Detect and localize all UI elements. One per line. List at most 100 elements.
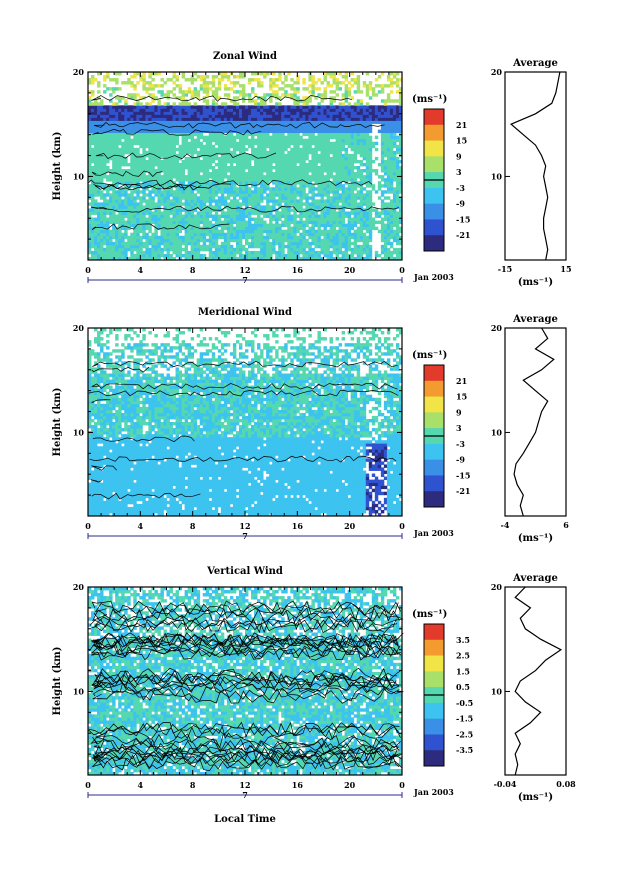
colorbar-swatch (424, 109, 444, 126)
colorbar-swatch (424, 443, 444, 461)
average-line (509, 71, 561, 261)
y-tick-label: 10 (73, 427, 85, 437)
x-tick-label: 20 (344, 521, 356, 531)
average-y-tick-label: 10 (491, 171, 503, 181)
colorbar-swatch (424, 702, 444, 720)
colorbar-tick-label: -3 (456, 183, 465, 193)
colorbar-swatch (424, 187, 444, 205)
colorbar-unit: (ms⁻¹) (412, 94, 447, 105)
average-x-tick-label: 0.08 (556, 779, 576, 789)
x-tick-label: 8 (190, 265, 196, 275)
heatmap-field (88, 328, 403, 517)
average-line (514, 586, 563, 776)
average-x-tick-label: -0.04 (494, 779, 517, 789)
x-tick-label: 4 (138, 780, 144, 790)
average-y-tick-label: 10 (491, 686, 503, 696)
average-unit: (ms⁻¹) (518, 277, 553, 288)
average-title: Average (512, 573, 558, 584)
x-tick-label: 20 (344, 265, 356, 275)
colorbar-swatch (424, 156, 444, 173)
colorbar-swatch (424, 203, 444, 220)
colorbar-tick-label: 1.5 (456, 666, 470, 676)
colorbar-swatch (424, 235, 444, 252)
x-tick-label: 4 (138, 521, 144, 531)
colorbar-tick-label: -21 (456, 486, 470, 496)
x-tick-label: 12 (239, 521, 250, 531)
average-frame (504, 327, 567, 517)
x-tick-label: 0 (85, 521, 91, 531)
colorbar-swatch (424, 624, 444, 641)
average-x-tick-label: -15 (498, 264, 512, 274)
colorbar-tick-label: 3 (456, 167, 462, 177)
colorbar-tick-label: -9 (456, 199, 465, 209)
x-tick-label: 4 (138, 265, 144, 275)
colorbar-tick-label: 3 (456, 423, 462, 433)
average-unit: (ms⁻¹) (518, 792, 553, 803)
average-frame (504, 71, 567, 261)
y-tick-label: 20 (73, 582, 85, 592)
y-tick-label: 10 (73, 171, 85, 181)
y-axis-label: Height (km) (52, 388, 63, 457)
colorbar-tick-label: 15 (456, 136, 467, 146)
panel-3: Vertical Wind 0 4 8 12 16 20 0 20 10 Height (km) 7 J… (52, 566, 576, 803)
heatmap-field (88, 72, 403, 261)
colorbar-swatch (424, 219, 444, 236)
day-marker-label: 7 (242, 790, 248, 800)
contour-lines (88, 600, 404, 772)
average-x-tick-label: -4 (501, 520, 510, 530)
x-tick-label: 12 (239, 780, 250, 790)
y-tick-label: 20 (73, 67, 85, 77)
average-x-tick-label: 15 (560, 264, 571, 274)
colorbar-swatch (424, 734, 444, 751)
colorbar-tick-label: -9 (456, 455, 465, 465)
colorbar-swatch (424, 412, 444, 429)
panel-title: Vertical Wind (206, 566, 283, 577)
colorbar-swatch (424, 491, 444, 508)
date-label: Jan 2003 (413, 528, 454, 538)
average-unit: (ms⁻¹) (518, 533, 553, 544)
colorbar-tick-label: -21 (456, 230, 470, 240)
colorbar-swatch (424, 718, 444, 735)
colorbar-unit: (ms⁻¹) (412, 609, 447, 620)
x-tick-label: 0 (399, 780, 405, 790)
x-tick-label: 20 (344, 780, 356, 790)
y-axis-label: Height (km) (52, 132, 63, 201)
colorbar-swatch (424, 655, 444, 672)
average-title: Average (512, 58, 558, 69)
day-marker-label: 7 (242, 531, 248, 541)
x-tick-label: 8 (190, 521, 196, 531)
average-profile: Average 20 10 -15 15 (ms⁻¹) (491, 58, 572, 288)
x-tick-label: 12 (239, 265, 250, 275)
colorbar-tick-label: 21 (456, 376, 467, 386)
average-frame (504, 586, 567, 776)
average-title: Average (512, 314, 558, 325)
x-tick-label: 16 (292, 780, 304, 790)
colorbar-swatch (424, 396, 444, 413)
panel-title: Meridional Wind (198, 307, 292, 318)
y-axis-label: Height (km) (52, 647, 63, 716)
colorbar-tick-label: 0.5 (456, 682, 470, 692)
colorbar-swatch (424, 365, 444, 382)
colorbar-tick-label: -3 (456, 439, 465, 449)
colorbar-tick-label: -3.5 (456, 745, 473, 755)
colorbar-tick-label: -15 (456, 470, 470, 480)
date-label: Jan 2003 (413, 787, 454, 797)
day-marker-label: 7 (242, 275, 248, 285)
colorbar-tick-label: 15 (456, 392, 467, 402)
colorbar-swatch (424, 140, 444, 157)
average-profile: Average 20 10 -4 6 (ms⁻¹) (491, 314, 569, 544)
colorbar-tick-label: -0.5 (456, 698, 473, 708)
x-tick-label: 16 (292, 521, 304, 531)
x-tick-label: 0 (399, 521, 405, 531)
panel-title: Zonal Wind (213, 51, 277, 62)
panel-2: Meridional Wind 0 4 8 12 16 20 0 20 10 Height (km)… (52, 307, 569, 544)
colorbar-tick-label: 21 (456, 120, 467, 130)
colorbar-swatch (424, 671, 444, 688)
colorbar-tick-label: 3.5 (456, 635, 470, 645)
x-tick-label: 16 (292, 265, 304, 275)
colorbar-swatch (424, 124, 444, 142)
colorbar-tick-label: -1.5 (456, 714, 473, 724)
y-tick-label: 20 (73, 323, 85, 333)
colorbar-swatch (424, 459, 444, 476)
